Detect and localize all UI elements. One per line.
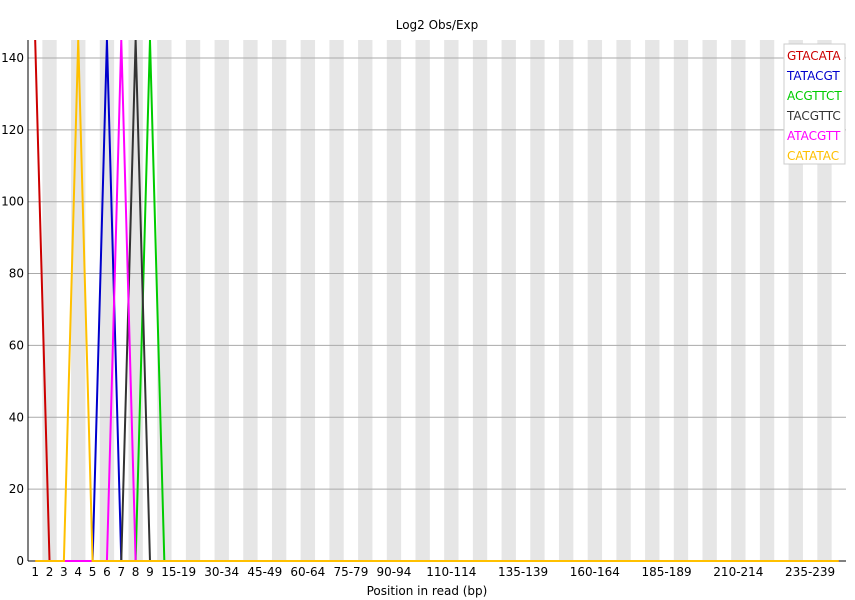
column-stripe xyxy=(386,40,402,561)
y-tick-labels: 0 20 40 60 80 100 120 140 xyxy=(1,51,24,568)
column-stripe xyxy=(558,40,574,561)
column-stripe xyxy=(185,40,201,561)
column-stripe xyxy=(157,40,172,561)
column-stripe xyxy=(501,40,516,561)
column-stripe xyxy=(329,40,344,561)
column-stripe xyxy=(415,40,430,561)
x-axis-label: Position in read (bp) xyxy=(367,584,488,598)
y-tick-label: 20 xyxy=(9,482,24,496)
column-stripe xyxy=(731,40,746,561)
x-tick-label: 4 xyxy=(74,565,82,579)
series-line-acgttct xyxy=(35,39,839,562)
column-stripe xyxy=(444,40,459,561)
column-stripe xyxy=(530,40,545,561)
legend: GTACATA TATACGT ACGTTCT TACGTTC ATACGTT CATAT… xyxy=(783,43,846,165)
horizontal-gridlines xyxy=(28,57,846,562)
x-tick-label: 1 xyxy=(31,565,39,579)
x-tick-label: 15-19 xyxy=(161,565,196,579)
column-stripes xyxy=(42,40,832,561)
column-stripe xyxy=(759,40,775,561)
legend-entry: GTACATA xyxy=(787,49,841,63)
x-tick-label: 6 xyxy=(103,565,111,579)
legend-entry: ATACGTT xyxy=(787,129,841,143)
column-stripe xyxy=(71,40,86,561)
x-tick-label: 45-49 xyxy=(247,565,282,579)
x-tick-label: 60-64 xyxy=(290,565,325,579)
legend-entry: TATACGT xyxy=(786,69,840,83)
series-line-catatac xyxy=(35,39,839,562)
x-tick-label: 8 xyxy=(132,565,140,579)
x-tick-label: 90-94 xyxy=(377,565,412,579)
y-tick-label: 40 xyxy=(9,410,24,424)
series-lines xyxy=(34,39,839,562)
x-tick-label: 210-214 xyxy=(713,565,763,579)
column-stripe xyxy=(271,40,287,561)
axes xyxy=(27,40,846,562)
column-stripe xyxy=(99,40,115,561)
column-stripe xyxy=(587,40,603,561)
x-tick-label: 5 xyxy=(89,565,97,579)
column-stripe xyxy=(817,40,832,561)
x-tick-label: 7 xyxy=(117,565,125,579)
column-stripe xyxy=(42,40,57,561)
y-tick-label: 100 xyxy=(1,195,24,209)
x-tick-label: 110-114 xyxy=(426,565,476,579)
series-line-tacgttc xyxy=(35,39,839,562)
column-stripe xyxy=(214,40,229,561)
x-tick-label: 160-164 xyxy=(570,565,620,579)
series-line-tatacgt xyxy=(35,39,839,562)
column-stripe xyxy=(702,40,717,561)
column-stripe xyxy=(788,40,803,561)
y-tick-label: 60 xyxy=(9,338,24,352)
x-tick-label: 2 xyxy=(46,565,54,579)
x-tick-label: 30-34 xyxy=(204,565,239,579)
y-tick-label: 140 xyxy=(1,51,24,65)
y-tick-label: 120 xyxy=(1,123,24,137)
chart-title: Log2 Obs/Exp xyxy=(396,18,479,32)
series-line-gtacata xyxy=(34,39,839,562)
legend-box xyxy=(783,43,846,165)
column-stripe xyxy=(243,40,258,561)
legend-entry: TACGTTC xyxy=(786,109,841,123)
legend-entry: CATATAC xyxy=(787,149,839,163)
x-tick-label: 135-139 xyxy=(498,565,548,579)
column-stripe xyxy=(673,40,689,561)
x-tick-label: 9 xyxy=(146,565,154,579)
y-tick-label: 0 xyxy=(16,554,24,568)
series-line-atacgtt xyxy=(35,39,839,562)
x-tick-label: 185-189 xyxy=(642,565,692,579)
column-stripe xyxy=(358,40,373,561)
column-stripe xyxy=(300,40,316,561)
x-tick-label: 235-239 xyxy=(785,565,835,579)
column-stripe xyxy=(128,40,143,561)
x-tick-label: 3 xyxy=(60,565,68,579)
x-tick-labels: 1 2 3 4 5 6 7 8 9 15-19 30-34 45-49 60-64 75-79 90-94 1… xyxy=(31,565,835,579)
legend-entry: ACGTTCT xyxy=(787,89,842,103)
column-stripe xyxy=(645,40,660,561)
column-stripe xyxy=(616,40,631,561)
y-tick-label: 80 xyxy=(9,267,24,281)
x-tick-label: 75-79 xyxy=(333,565,368,579)
column-stripe xyxy=(472,40,488,561)
